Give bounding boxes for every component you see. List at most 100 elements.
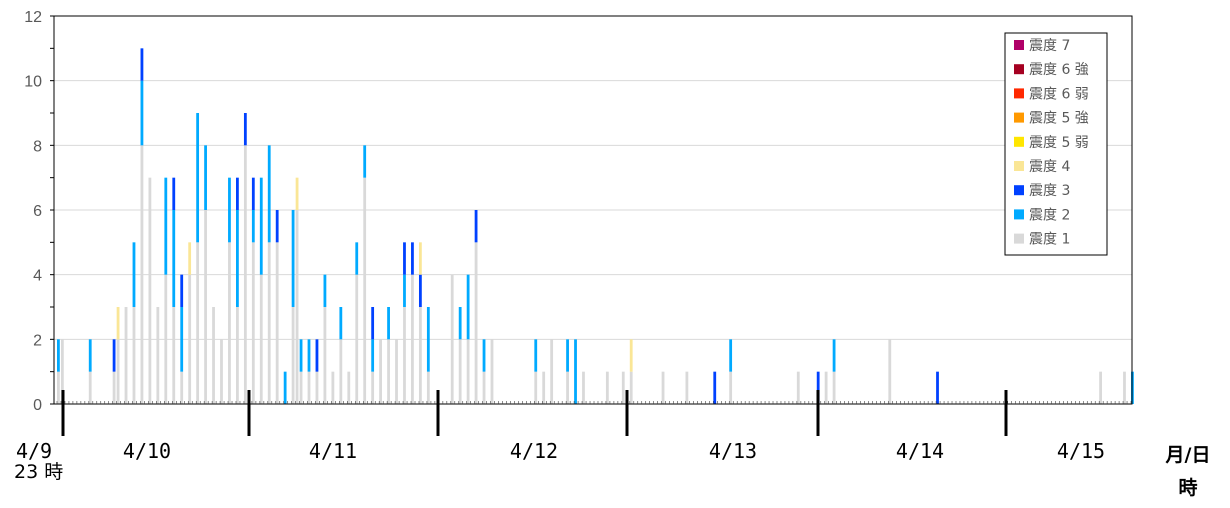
- bar-segment: [387, 339, 390, 404]
- bar-segment: [299, 371, 303, 404]
- bar-segment: [315, 371, 319, 404]
- bar-segment: [426, 307, 430, 372]
- bar-segment: [251, 177, 255, 210]
- legend-label: 震度 7: [1029, 38, 1070, 54]
- x-date-label: 4/14: [896, 439, 944, 463]
- y-tick-label: 4: [33, 268, 42, 285]
- bar-segment: [729, 371, 733, 404]
- legend-label: 震度 5 強: [1029, 111, 1089, 127]
- bars: [57, 48, 1134, 405]
- bar-segment: [243, 145, 247, 405]
- bar-segment: [132, 307, 136, 404]
- bar-segment: [816, 371, 820, 404]
- bar-segment: [1099, 371, 1102, 404]
- gridlines: [54, 15, 1132, 340]
- bar-segment: [315, 339, 319, 372]
- legend-swatch: [1014, 185, 1024, 196]
- x-unit-label-hour: 時: [1178, 477, 1197, 499]
- y-tick-label: 8: [33, 138, 42, 155]
- bar-segment: [236, 307, 239, 404]
- bar-segment: [259, 274, 263, 404]
- bar-segment: [466, 339, 470, 404]
- bar-segment: [251, 242, 255, 404]
- bar-segment: [371, 339, 375, 372]
- bar-segment: [212, 307, 215, 404]
- x-date-label: 4/10: [123, 439, 171, 463]
- bar-segment: [331, 371, 335, 404]
- bar-segment: [251, 210, 255, 243]
- legend-swatch: [1014, 112, 1024, 123]
- legend-swatch: [1014, 64, 1024, 75]
- bar-segment: [291, 307, 295, 404]
- bar-segment: [387, 307, 390, 340]
- y-tick-label: 6: [33, 203, 42, 220]
- bar-segment: [60, 339, 64, 404]
- bar-segment: [534, 339, 538, 372]
- bar-segment: [936, 371, 939, 404]
- bar-segment: [275, 242, 279, 404]
- bar-segment: [307, 339, 311, 372]
- bar-segment: [685, 371, 689, 404]
- bar-segment: [299, 339, 303, 372]
- bar-segment: [426, 371, 430, 404]
- bar-segment: [291, 210, 295, 307]
- bar-segment: [307, 371, 311, 404]
- bar-segment: [295, 177, 299, 210]
- bar-segment: [57, 339, 60, 372]
- bar-segment: [379, 339, 383, 404]
- legend: 震度 7 震度 6 強震度 6 弱震度 5 強震度 5 弱震度 4 震度 3 震度 2…: [1004, 32, 1108, 256]
- bar-segment: [88, 371, 92, 404]
- x-unit-label-date: 月/日: [1165, 444, 1211, 466]
- bar-segment: [243, 113, 247, 146]
- bar-segment: [180, 371, 184, 404]
- legend-label: 震度 6 強: [1029, 62, 1089, 78]
- bar-segment: [164, 274, 168, 404]
- bar-segment: [490, 339, 494, 404]
- bar-segment: [796, 371, 800, 404]
- bar-segment: [347, 371, 351, 404]
- bar-segment: [140, 48, 144, 81]
- bar-segment: [403, 307, 406, 404]
- legend-label: 震度 6 弱: [1029, 86, 1089, 102]
- bar-segment: [371, 307, 375, 340]
- bar-segment: [824, 371, 828, 404]
- bar-segment: [116, 307, 120, 340]
- bar-segment: [713, 371, 717, 404]
- legend-label: 震度 1: [1029, 232, 1070, 248]
- legend-swatch: [1014, 161, 1024, 171]
- bar-segment: [474, 242, 478, 404]
- bar-segment: [275, 210, 279, 243]
- bar-segment: [267, 242, 271, 404]
- bar-segment: [204, 210, 207, 404]
- bar-segment: [418, 274, 422, 307]
- bar-segment: [236, 177, 239, 210]
- bar-segment: [88, 339, 92, 372]
- bar-segment: [482, 339, 486, 372]
- bar-segment: [172, 307, 176, 404]
- x-date-label: 4/11: [309, 439, 357, 463]
- bar-segment: [621, 371, 625, 404]
- bar-segment: [661, 371, 665, 404]
- bar-segment: [582, 371, 585, 404]
- bar-segment: [267, 145, 271, 243]
- legend-swatch: [1014, 40, 1024, 50]
- bar-segment: [355, 242, 359, 275]
- bar-segment: [395, 339, 398, 404]
- bar-segment: [295, 210, 299, 404]
- legend-label: 震度 4: [1029, 159, 1070, 175]
- bar-segment: [188, 274, 192, 404]
- bar-segment: [220, 339, 223, 404]
- bar-segment: [228, 177, 231, 243]
- bar-segment: [605, 371, 609, 404]
- bar-segment: [411, 274, 414, 404]
- bar-segment: [355, 274, 359, 404]
- bar-segment: [196, 242, 200, 404]
- legend-swatch: [1014, 233, 1024, 244]
- legend-label: 震度 2: [1029, 207, 1070, 223]
- bar-segment: [363, 145, 367, 178]
- bar-segment: [574, 339, 577, 404]
- bar-segment: [466, 274, 470, 340]
- bar-segment: [156, 307, 160, 404]
- bar-segment: [629, 371, 633, 404]
- legend-label: 震度 3: [1029, 183, 1070, 199]
